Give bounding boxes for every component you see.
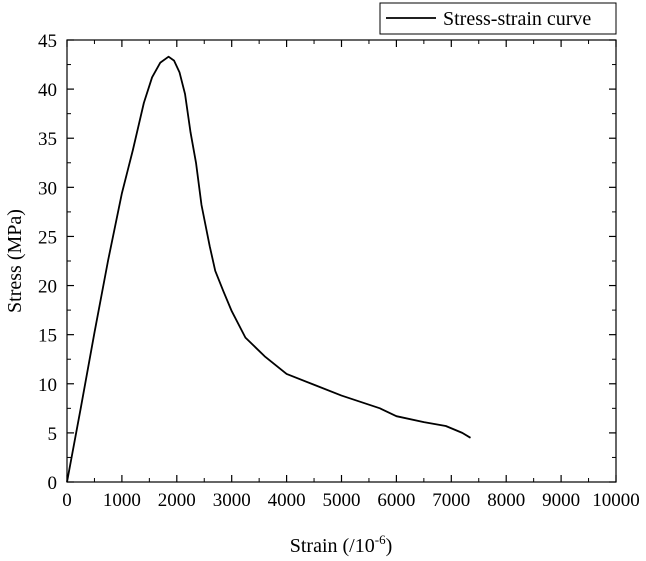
legend-box (379, 2, 617, 35)
y-tick-label: 35 (38, 129, 57, 150)
x-tick-label: 4000 (268, 490, 306, 511)
x-tick-label: 7000 (432, 490, 470, 511)
series-line-stress-strain (66, 55, 471, 483)
legend-label: Stress-strain curve (443, 8, 591, 30)
plot-area-frame (66, 39, 617, 483)
y-axis-title: Stress (MPa) (4, 209, 26, 313)
x-axis-title-suffix: ) (386, 535, 393, 557)
y-tick-label: 0 (48, 473, 58, 494)
x-tick-label: 1000 (103, 490, 141, 511)
x-tick-label: 9000 (542, 490, 580, 511)
x-axis-title-exponent: -6 (375, 532, 386, 547)
y-tick-label: 5 (48, 424, 58, 445)
x-axis-title: Strain (/10-6) (290, 532, 393, 557)
y-tick-label: 30 (38, 178, 57, 199)
x-tick-label: 6000 (377, 490, 415, 511)
y-tick-label: 15 (38, 326, 57, 347)
x-tick-label: 10000 (592, 490, 640, 511)
x-axis-title-main: Strain (/10 (290, 535, 375, 557)
y-tick-label: 25 (38, 227, 57, 248)
y-tick-label: 45 (38, 31, 57, 52)
x-tick-label: 0 (62, 490, 72, 511)
axis-tick-labels: 0 1000 2000 3000 4000 5000 6000 7000 8000 9000 100… (38, 31, 640, 511)
x-tick-label: 3000 (213, 490, 251, 511)
y-tick-label: 20 (38, 277, 57, 298)
x-tick-label: 2000 (158, 490, 196, 511)
axis-ticks (66, 39, 617, 483)
y-tick-label: 40 (38, 80, 57, 101)
legend: Stress-strain curve (379, 2, 617, 35)
x-tick-label: 5000 (323, 490, 361, 511)
x-tick-label: 8000 (487, 490, 525, 511)
y-tick-label: 10 (38, 375, 57, 396)
